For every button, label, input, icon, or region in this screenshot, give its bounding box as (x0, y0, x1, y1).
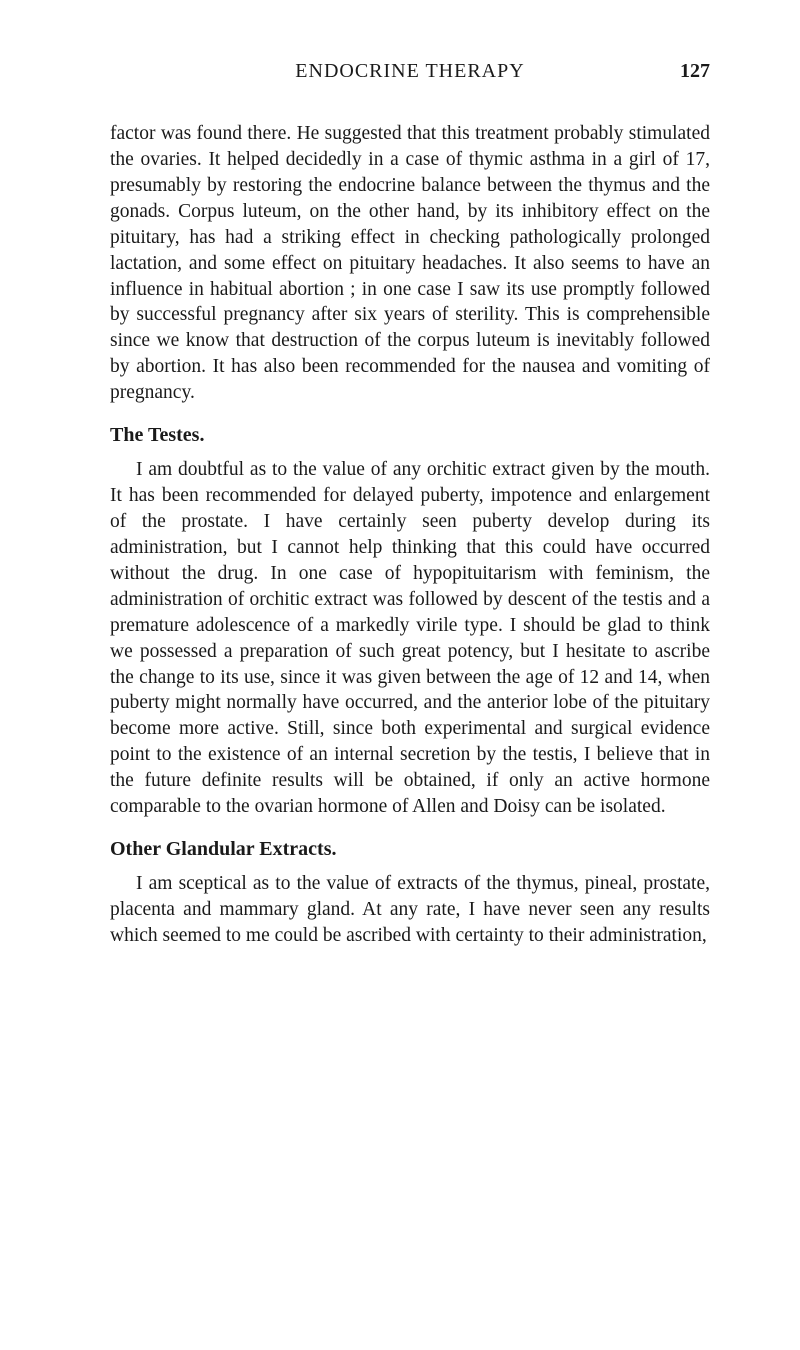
paragraph-continuation: factor was found there. He suggested tha… (110, 121, 710, 406)
page-header: ENDOCRINE THERAPY 127 (110, 60, 710, 83)
page-number: 127 (660, 60, 710, 83)
section-heading-testes: The Testes. (110, 424, 710, 447)
running-head: ENDOCRINE THERAPY (160, 60, 660, 83)
paragraph-testes: I am doubtful as to the value of any orc… (110, 457, 710, 820)
section-heading-other-glandular: Other Glandular Extracts. (110, 838, 710, 861)
paragraph-other-glandular: I am sceptical as to the value of extrac… (110, 871, 710, 949)
